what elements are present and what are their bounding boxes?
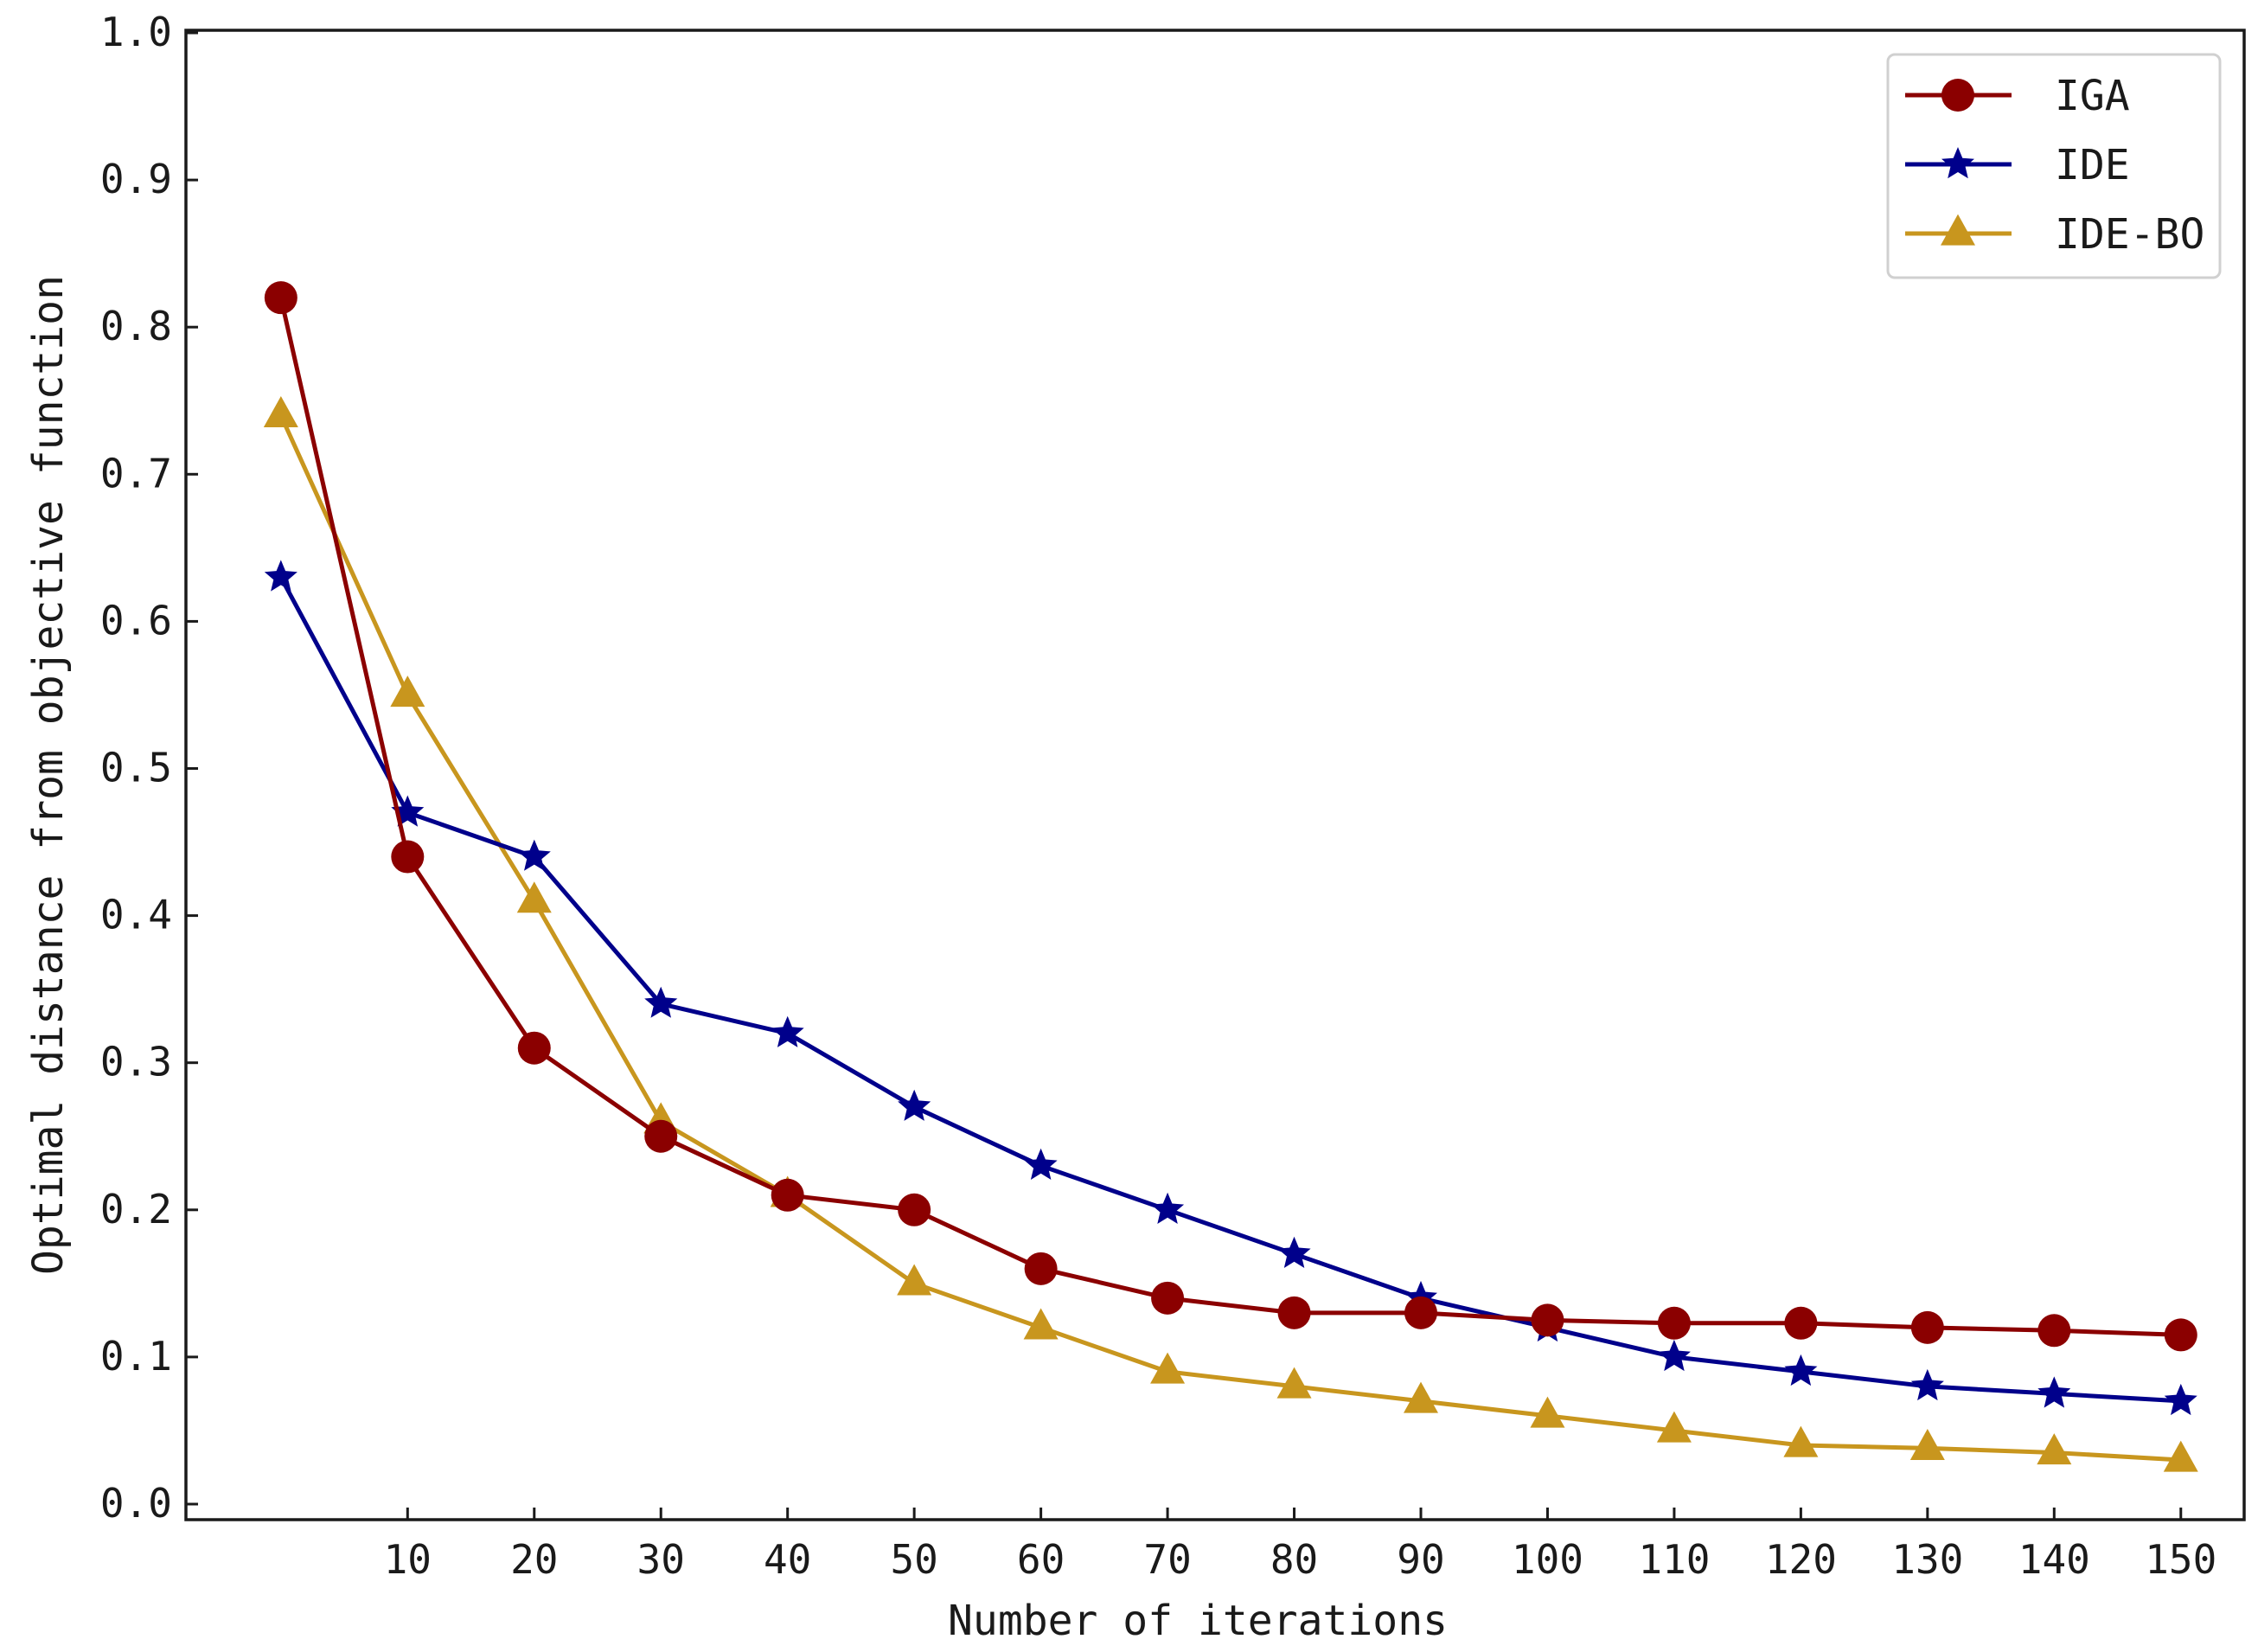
x-tick-label: 70: [1143, 1536, 1191, 1583]
data-point-ide: [898, 1089, 931, 1121]
data-point-ide: [1024, 1148, 1058, 1180]
series-ide-bo: [263, 395, 2198, 1472]
data-point-iga: [391, 840, 425, 874]
data-point-ide: [517, 839, 551, 871]
data-point-ide-bo: [1656, 1411, 1692, 1443]
data-point-ide-bo: [2163, 1440, 2198, 1472]
data-point-iga: [898, 1193, 931, 1226]
data-point-ide-bo: [390, 676, 425, 708]
series-layer: [263, 281, 2198, 1472]
legend-marker-ide-bo: [1941, 214, 1975, 246]
data-point-iga: [1910, 1310, 1944, 1344]
data-point-ide-bo: [263, 395, 298, 427]
data-point-ide-bo: [1783, 1425, 1819, 1457]
data-point-iga: [1277, 1296, 1311, 1329]
y-tick-label: 0.5: [100, 745, 172, 791]
data-point-ide: [771, 1015, 804, 1047]
data-point-iga: [1404, 1296, 1437, 1329]
x-tick-label: 30: [637, 1536, 685, 1583]
legend-label-iga: IGA: [2055, 72, 2130, 120]
data-point-ide: [644, 986, 678, 1018]
y-tick-label: 1.0: [100, 9, 172, 55]
y-tick-label: 0.8: [100, 303, 172, 349]
data-point-iga: [2164, 1318, 2197, 1352]
y-tick-label: 0.0: [100, 1480, 172, 1527]
x-tick-label: 80: [1270, 1536, 1318, 1583]
y-tick-label: 0.3: [100, 1039, 172, 1085]
x-tick-label: 40: [764, 1536, 811, 1583]
data-point-ide-bo: [1276, 1367, 1312, 1399]
data-point-ide: [1910, 1368, 1944, 1401]
data-point-iga: [1151, 1281, 1185, 1315]
x-tick-label: 100: [1512, 1536, 1583, 1583]
x-tick-label: 20: [510, 1536, 558, 1583]
data-point-ide: [2164, 1383, 2197, 1416]
y-tick-label: 0.9: [100, 156, 172, 202]
y-tick-label: 0.6: [100, 597, 172, 644]
data-point-iga: [517, 1031, 551, 1065]
data-point-ide-bo: [1404, 1381, 1438, 1413]
series-line-ide: [278, 576, 2181, 1404]
data-point-ide: [1784, 1354, 1818, 1386]
data-point-ide-bo: [1530, 1396, 1565, 1428]
legend-label-ide: IDE: [2055, 141, 2130, 189]
legend-marker-ide: [1941, 147, 1974, 179]
data-point-iga: [1784, 1306, 1818, 1340]
data-point-ide: [1151, 1192, 1185, 1224]
series-ide: [264, 560, 2197, 1416]
data-point-iga: [264, 281, 297, 315]
data-point-iga: [1024, 1252, 1058, 1285]
x-tick-label: 10: [384, 1536, 432, 1583]
data-point-iga: [1657, 1306, 1691, 1340]
x-tick-label: 120: [1765, 1536, 1837, 1583]
data-point-ide-bo: [897, 1264, 932, 1296]
series-line-ide-bo: [278, 414, 2181, 1463]
data-point-iga: [2037, 1314, 2071, 1348]
data-point-iga: [771, 1178, 804, 1212]
x-tick-label: 140: [2018, 1536, 2090, 1583]
legend-marker-iga: [1941, 79, 1974, 112]
x-tick-label: 50: [890, 1536, 937, 1583]
series-line-iga: [278, 297, 2181, 1337]
x-tick-label: 90: [1397, 1536, 1444, 1583]
data-point-ide-bo: [2037, 1433, 2072, 1465]
plot-frame: [184, 29, 2246, 1521]
y-axis-title: Optimal distance from objective function: [24, 275, 73, 1275]
legend: IGA IDE IDE-BO: [1886, 53, 2222, 279]
data-point-ide: [2037, 1376, 2071, 1408]
data-point-ide-bo: [1909, 1429, 1945, 1461]
y-tick-label: 0.2: [100, 1186, 172, 1233]
axes: 0.0 0.1 0.2 0.3 0.4 0.5 0.6 0.7 0.8 0.9 1.0 10 20 30 4…: [100, 9, 2246, 1583]
x-tick-label: 110: [1638, 1536, 1710, 1583]
data-point-ide-bo: [516, 881, 552, 913]
x-tick-label: 60: [1017, 1536, 1065, 1583]
legend-label-ide-bo: IDE-BO: [2055, 210, 2204, 259]
data-point-ide-bo: [1150, 1352, 1186, 1384]
series-iga: [264, 281, 2197, 1352]
legend-box: [1886, 53, 2222, 279]
x-axis-title: Number of iterations: [948, 1597, 1448, 1645]
y-tick-label: 0.4: [100, 892, 172, 938]
x-tick-label: 130: [1891, 1536, 1963, 1583]
data-point-ide: [1657, 1339, 1691, 1372]
y-tick-label: 0.7: [100, 450, 172, 496]
data-point-iga: [1531, 1303, 1564, 1337]
data-point-iga: [644, 1119, 678, 1153]
data-point-ide: [1277, 1236, 1311, 1268]
data-point-ide: [264, 560, 297, 592]
x-tick-label: 150: [2145, 1536, 2216, 1583]
data-point-ide-bo: [1023, 1308, 1059, 1340]
y-tick-label: 0.1: [100, 1333, 172, 1380]
